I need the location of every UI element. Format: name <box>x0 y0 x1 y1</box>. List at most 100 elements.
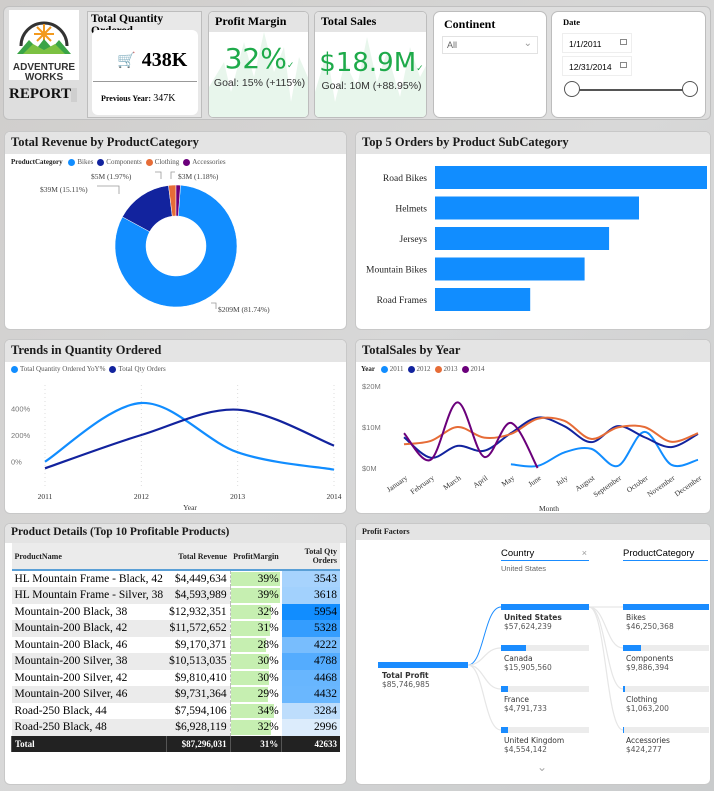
series-line-2013[interactable] <box>403 416 699 446</box>
legend-item[interactable]: Total Quantity Ordered YoY% <box>7 365 105 373</box>
legend-dot-icon <box>68 158 76 166</box>
series-line[interactable] <box>44 408 335 470</box>
check-icon: ✓ <box>286 61 295 71</box>
column-header[interactable]: ProfitMargin <box>230 543 282 571</box>
kpi-margin-title: Profit Margin <box>209 12 308 32</box>
margin-databar <box>230 637 267 652</box>
chevron-down-icon: ⌄ <box>523 38 532 49</box>
country-value: $15,905,560 <box>504 663 552 672</box>
series-line-2012[interactable] <box>403 416 699 459</box>
bar[interactable] <box>435 257 585 281</box>
legend-item[interactable]: 2012 <box>404 365 431 373</box>
legend-label: Total Quantity Ordered YoY% <box>20 365 106 373</box>
x-tick-label: March <box>441 473 462 492</box>
sales-by-year-panel: TotalSales by Year Year 2011 2012 2013 2014… <box>355 339 711 514</box>
table-row[interactable]: Mountain-200 Silver, 46 $9,731,364 29% 4432 <box>11 686 340 703</box>
x-tick-label: April <box>471 473 489 489</box>
check-icon: ✓ <box>416 64 424 74</box>
calendar-icon[interactable] <box>620 39 627 45</box>
column-header[interactable]: ProductName <box>11 543 167 571</box>
root-value: $85,746,985 <box>382 680 430 689</box>
table-row[interactable]: Mountain-200 Black, 38 $12,932,351 32% 5954 <box>12 603 340 620</box>
x-tick-label: 2012 <box>134 492 149 501</box>
series-line-2011[interactable] <box>510 430 699 468</box>
product-name-cell: Mountain-200 Silver, 46 <box>11 686 167 703</box>
series-line[interactable] <box>44 401 335 471</box>
close-icon[interactable]: × <box>581 548 587 558</box>
table-row[interactable]: HL Mountain Frame - Black, 42 $4,449,634 3… <box>12 570 340 587</box>
table-row[interactable]: Mountain-200 Black, 46 $9,170,371 28% 4222 <box>12 636 340 653</box>
margin-databar <box>230 604 272 619</box>
x-axis-title: Year <box>183 503 197 512</box>
revenue-cell: $12,932,351 <box>169 605 227 618</box>
legend-item[interactable]: Clothing <box>142 158 180 166</box>
bar-chart: Road Bikes Helmets Jerseys Mountain Bikes Ro… <box>366 166 707 311</box>
table-row[interactable]: Mountain-200 Silver, 38 $10,513,035 30% 478… <box>11 653 340 670</box>
kpi-margin-card: Profit Margin 32%✓ Goal: 15% (+115%) <box>208 11 309 118</box>
report-label: REPORT <box>9 86 71 102</box>
panel-title: Trends in Quantity Ordered <box>5 340 346 362</box>
y-tick-label: $20M <box>362 382 381 391</box>
root-label: Total Profit <box>382 671 429 680</box>
margin-cell: 30% <box>229 653 282 670</box>
margin-cell: 32% <box>229 603 282 620</box>
table-row[interactable]: Mountain-200 Silver, 42 $9,810,410 30% 4468 <box>12 669 340 686</box>
panel-title: Profit Factors <box>356 524 710 540</box>
legend-item[interactable]: Total Qty Orders <box>105 365 166 373</box>
category-label: Components <box>626 654 674 663</box>
column-header[interactable]: Total Revenue <box>166 543 231 571</box>
expand-chevron-icon[interactable]: ⌄ <box>537 760 548 774</box>
date-range-end-handle[interactable] <box>682 81 698 97</box>
revenue-cell: $11,572,652 <box>166 620 231 637</box>
legend-item[interactable]: 2011 <box>377 365 404 373</box>
kpi-sales-card: Total Sales $18.9M✓ Goal: 10M (+88.95%) <box>314 11 427 118</box>
legend-item[interactable]: 2013 <box>431 365 458 373</box>
category-bar <box>623 604 709 610</box>
category-header[interactable]: ProductCategory <box>623 548 708 561</box>
date-start-input[interactable]: 1/1/2011 <box>562 33 632 53</box>
donut-slice-accessories[interactable] <box>175 184 181 217</box>
donut-slice-bikes[interactable] <box>114 184 238 308</box>
y-tick-label: 0% <box>11 458 22 467</box>
legend-label: Clothing <box>154 158 180 166</box>
country-header[interactable]: Country × <box>501 548 589 561</box>
category-value: $46,250,368 <box>626 622 674 631</box>
category-value: $424,277 <box>626 745 662 754</box>
margin-databar <box>230 670 269 685</box>
product-name-cell: HL Mountain Frame - Silver, 38 <box>11 587 167 604</box>
margin-cell: 32% <box>229 719 282 736</box>
trend-legend: Total Quantity Ordered YoY% Total Qty Ord… <box>5 362 346 376</box>
country-value: $4,791,733 <box>504 704 547 713</box>
margin-databar <box>230 720 272 735</box>
profit-factors-panel: Profit Factors Country × United States P… <box>355 523 711 785</box>
series-line-2014[interactable] <box>403 401 539 469</box>
calendar-icon[interactable] <box>620 62 627 68</box>
legend-item[interactable]: Components <box>93 158 142 166</box>
bar[interactable] <box>435 196 639 220</box>
product-name-cell: Road-250 Black, 48 <box>11 719 167 736</box>
revenue-cell: $9,170,371 <box>174 638 227 651</box>
margin-cell: 34% <box>229 702 282 719</box>
table-row[interactable]: HL Mountain Frame - Silver, 38 $4,593,989… <box>11 587 340 604</box>
date-range-start-handle[interactable] <box>564 81 580 97</box>
legend-item[interactable]: 2014 <box>458 365 485 373</box>
table-row[interactable]: Road-250 Black, 44 $7,594,106 34% 3284 <box>12 702 340 719</box>
table-row[interactable]: Road-250 Black, 48 $6,928,119 32% 2996 <box>11 719 340 736</box>
qty-cell: 2996 <box>281 719 340 736</box>
continent-dropdown[interactable]: All ⌄ <box>442 36 538 54</box>
margin-databar <box>230 588 281 603</box>
category-label: Jerseys <box>400 235 428 245</box>
table-row[interactable]: Mountain-200 Black, 42 $11,572,652 31% 5328 <box>11 620 340 637</box>
legend-item[interactable]: Accessories <box>179 158 226 166</box>
bar[interactable] <box>435 166 707 189</box>
category-bar <box>623 727 625 733</box>
category-bar <box>623 686 625 692</box>
bar[interactable] <box>435 288 531 311</box>
data-label: $3M (1.18%) <box>178 172 219 181</box>
margin-cell: 39% <box>229 587 282 604</box>
column-header[interactable]: Total Qty Orders <box>281 543 340 571</box>
date-end-input[interactable]: 12/31/2014 <box>562 56 632 76</box>
root-bar[interactable] <box>378 662 468 668</box>
bar[interactable] <box>435 227 610 250</box>
legend-item[interactable]: Bikes <box>64 158 93 166</box>
